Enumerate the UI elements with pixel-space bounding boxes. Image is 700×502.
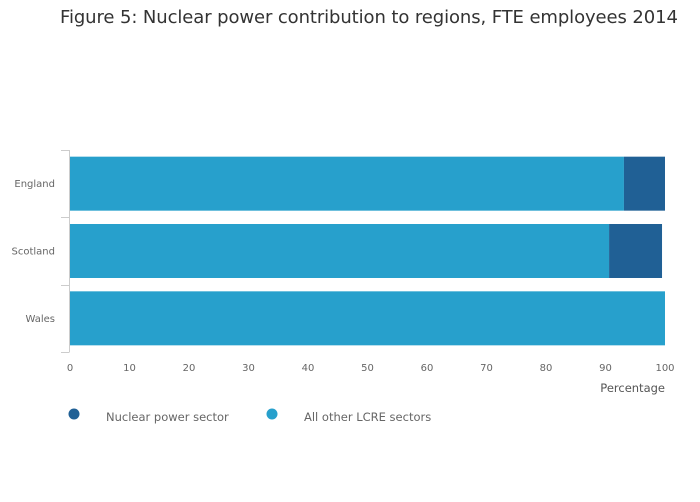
x-tick-label: 60 (421, 363, 434, 374)
x-tick-label: 30 (242, 363, 255, 374)
bars (70, 156, 665, 346)
legend: Nuclear power sector All other LCRE secto… (68, 408, 431, 424)
legend-marker-nuclear (68, 408, 80, 420)
legend-label-nuclear: Nuclear power sector (106, 410, 229, 424)
y-tick-label-scotland: Scotland (12, 247, 55, 258)
x-tick-label: 50 (361, 363, 374, 374)
bar-scotland-nuclear (609, 224, 663, 278)
x-tick-label: 0 (67, 363, 73, 374)
y-tick-label-wales: Wales (25, 314, 55, 325)
x-axis: 0 10 20 30 40 50 60 70 80 90 100 (67, 363, 675, 374)
x-tick-label: 80 (540, 363, 553, 374)
bar-scotland-other-lcre (70, 224, 610, 278)
x-tick-label: 90 (599, 363, 612, 374)
legend-marker-other-lcre (266, 408, 278, 420)
x-axis-title: Percentage (600, 381, 665, 395)
x-tick-label: 100 (655, 363, 674, 374)
bar-england-nuclear (623, 156, 665, 211)
x-tick-label: 40 (302, 363, 315, 374)
chart-title: Figure 5: Nuclear power contribution to … (60, 7, 678, 28)
y-axis: England Scotland Wales (12, 150, 70, 353)
x-tick-label: 70 (480, 363, 493, 374)
bar-wales-other-lcre (70, 291, 665, 346)
legend-label-other-lcre: All other LCRE sectors (304, 410, 431, 424)
x-tick-label: 20 (183, 363, 196, 374)
x-tick-label: 10 (123, 363, 136, 374)
y-tick-label-england: England (14, 179, 55, 190)
bar-england-other-lcre (70, 156, 624, 211)
